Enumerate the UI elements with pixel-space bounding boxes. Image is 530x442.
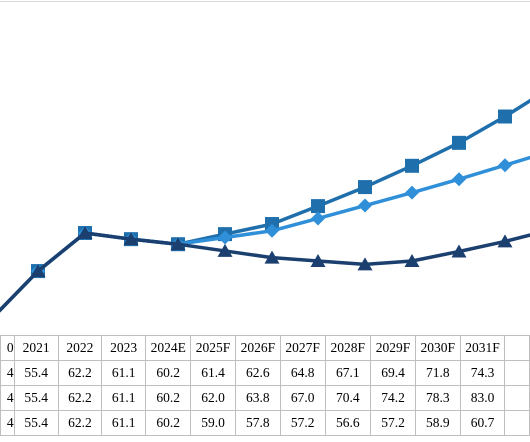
table-cell: 67.1 xyxy=(324,360,372,386)
row-label-cell: 4 xyxy=(0,385,15,411)
table-row: 4 55.4 62.2 61.1 60.2 61.4 62.6 64.8 67.1 69.4 71.… xyxy=(0,360,530,386)
table-cell: 2021 xyxy=(13,335,59,361)
table-cell-empty xyxy=(504,335,530,361)
table-cell: 2030F xyxy=(414,335,461,361)
table-cell: 2028F xyxy=(324,335,372,361)
table-cell: 69.4 xyxy=(370,360,416,386)
table-header-row: 0 2021 2022 2023 2024E 2025F 2026F 2027F 2028F 20… xyxy=(0,335,530,361)
table-cell: 60.2 xyxy=(145,385,192,411)
table-cell: 2026F xyxy=(234,335,281,361)
table-cell: 57.2 xyxy=(279,410,326,436)
table-cell: 61.1 xyxy=(101,410,147,436)
data-point-square xyxy=(358,180,372,195)
data-point-triangle xyxy=(77,226,93,239)
table-cell-empty xyxy=(504,410,530,436)
line-chart xyxy=(0,1,530,313)
data-point-triangle xyxy=(170,237,186,251)
table-cell: 83.0 xyxy=(459,385,506,411)
table-cell: 62.2 xyxy=(57,385,103,411)
table-row: 4 55.4 62.2 61.1 60.2 59.0 57.8 57.2 56.6 57.2 58.… xyxy=(0,410,530,436)
table-cell: 70.4 xyxy=(324,385,372,411)
table-cell: 62.2 xyxy=(57,360,103,386)
data-point-triangle xyxy=(357,257,373,271)
table-cell-empty xyxy=(504,360,530,386)
table-cell: 74.3 xyxy=(459,360,506,386)
row-label-cell: 4 xyxy=(0,410,15,436)
table-cell: 61.1 xyxy=(101,360,147,386)
table-cell: 2023 xyxy=(101,335,147,361)
table-cell: 2031F xyxy=(459,335,506,361)
series-layer xyxy=(0,98,530,313)
data-point-square xyxy=(452,135,466,150)
table-cell: 63.8 xyxy=(234,385,281,411)
table-cell: 2022 xyxy=(57,335,103,361)
data-point-diamond xyxy=(218,230,232,245)
data-point-diamond xyxy=(452,172,466,187)
data-point-triangle xyxy=(451,244,467,258)
table-cell: 64.8 xyxy=(279,360,326,386)
table-cell-empty xyxy=(504,385,530,411)
table-cell: 57.8 xyxy=(234,410,281,436)
table-cell: 62.6 xyxy=(234,360,281,386)
table-cell: 67.0 xyxy=(279,385,326,411)
row-label-cell: 0 xyxy=(0,335,15,361)
table-cell: 2029F xyxy=(370,335,416,361)
data-point-diamond xyxy=(405,185,419,200)
data-point-triangle xyxy=(30,264,46,278)
table-cell: 60.2 xyxy=(145,410,192,436)
row-label-cell: 4 xyxy=(0,360,15,386)
table-cell: 61.4 xyxy=(190,360,236,386)
table-cell: 55.4 xyxy=(13,410,59,436)
data-point-triangle xyxy=(264,250,280,264)
table-cell: 56.6 xyxy=(324,410,372,436)
data-point-triangle xyxy=(497,234,513,248)
table-cell: 78.3 xyxy=(414,385,461,411)
table-cell: 62.0 xyxy=(190,385,236,411)
series-line-triangle xyxy=(0,231,530,313)
data-point-diamond xyxy=(311,211,325,226)
table-cell: 58.9 xyxy=(414,410,461,436)
data-point-diamond xyxy=(498,158,512,173)
data-table: 0 2021 2022 2023 2024E 2025F 2026F 2027F 2028F 20… xyxy=(0,335,530,436)
data-point-diamond xyxy=(358,198,372,213)
table-cell: 59.0 xyxy=(190,410,236,436)
table-cell: 60.2 xyxy=(145,360,192,386)
data-point-square xyxy=(498,109,512,124)
table-cell: 60.7 xyxy=(459,410,506,436)
data-point-triangle xyxy=(217,243,233,257)
data-point-triangle xyxy=(310,254,326,267)
data-point-triangle xyxy=(404,254,420,267)
table-cell: 2024E xyxy=(145,335,192,361)
table-cell: 74.2 xyxy=(370,385,416,411)
data-point-square xyxy=(311,199,325,214)
table-cell: 61.1 xyxy=(101,385,147,411)
table-cell: 57.2 xyxy=(370,410,416,436)
table-cell: 55.4 xyxy=(13,385,59,411)
data-point-triangle xyxy=(123,232,139,246)
table-cell: 2027F xyxy=(279,335,326,361)
table-cell: 2025F xyxy=(190,335,236,361)
series-line-square xyxy=(0,98,530,313)
table-row: 4 55.4 62.2 61.1 60.2 62.0 63.8 67.0 70.4 74.2 78.… xyxy=(0,385,530,411)
data-point-square xyxy=(405,158,419,173)
table-cell: 71.8 xyxy=(414,360,461,386)
table-cell: 62.2 xyxy=(57,410,103,436)
data-point-diamond xyxy=(265,223,279,238)
table-body: 0 2021 2022 2023 2024E 2025F 2026F 2027F 2028F 20… xyxy=(0,335,530,436)
table-cell: 55.4 xyxy=(13,360,59,386)
